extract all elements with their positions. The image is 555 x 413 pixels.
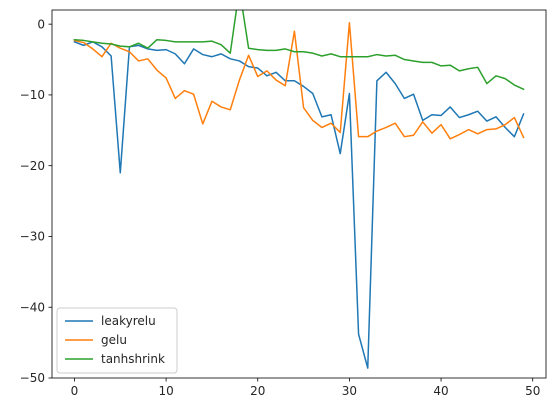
x-tick-label: 20 — [250, 384, 265, 398]
legend-box — [56, 307, 178, 374]
series-line-leakyrelu — [73, 40, 525, 369]
plot-frame — [51, 9, 547, 379]
x-tick-label: 40 — [433, 384, 448, 398]
y-tick-label: 0 — [37, 17, 45, 31]
series-line-gelu — [73, 21, 525, 140]
legend-label-tanhshrink: tanhshrink — [101, 352, 165, 366]
series-line-tanhshrink — [73, 10, 525, 91]
y-tick-label: −40 — [20, 300, 45, 314]
x-axis: 0 10 20 30 40 50 — [71, 378, 540, 398]
y-tick-label: −30 — [20, 230, 45, 244]
x-tick-label: 0 — [71, 384, 79, 398]
y-axis: 0 −10 −20 −30 −40 −50 — [20, 17, 52, 385]
x-tick-label: 10 — [158, 384, 173, 398]
x-tick-label: 30 — [342, 384, 357, 398]
y-tick-label: −10 — [20, 88, 45, 102]
legend-label-gelu: gelu — [101, 333, 127, 347]
y-tick-label: −50 — [20, 371, 45, 385]
legend-label-leakyrelu: leakyrelu — [101, 314, 156, 328]
y-tick-label: −20 — [20, 159, 45, 173]
series-layer — [73, 10, 525, 369]
legend: leakyrelu gelu tanhshrink — [56, 307, 178, 374]
x-tick-label: 50 — [525, 384, 540, 398]
